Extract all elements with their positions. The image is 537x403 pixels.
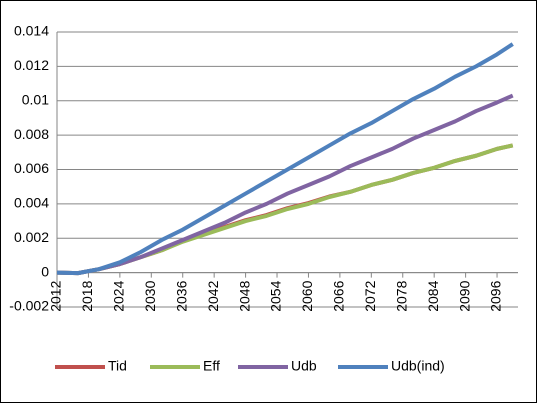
x-tick-label: 2030	[142, 280, 158, 311]
x-tick-label: 2054	[268, 280, 284, 311]
series-line	[56, 93, 514, 276]
y-tick-label: 0.004	[14, 195, 49, 211]
legend-label: Tid	[108, 358, 127, 374]
y-tick-label: 0.01	[22, 91, 49, 107]
y-tick-label: -0.002	[9, 298, 49, 314]
y-tick-label: 0	[41, 263, 49, 279]
y-tick-label: 0.006	[14, 160, 49, 176]
x-tick-label: 2078	[393, 280, 409, 311]
legend-label: Udb	[291, 358, 317, 374]
series-line	[56, 143, 514, 276]
legend-label: Udb(ind)	[391, 358, 445, 374]
x-tick-label: 2066	[331, 280, 347, 311]
x-tick-label: 2012	[48, 280, 64, 311]
x-tick-label: 2084	[425, 280, 441, 311]
x-tick-label: 2048	[236, 280, 252, 311]
x-tick-label: 2036	[173, 280, 189, 311]
legend-label: Eff	[203, 358, 220, 374]
x-tick-label: 2096	[488, 280, 504, 311]
y-tick-label: 0.014	[14, 23, 49, 39]
x-tick-label: 2060	[299, 280, 315, 311]
series-line	[56, 42, 514, 276]
x-tick-label: 2024	[111, 280, 127, 311]
x-tick-label: 2018	[79, 280, 95, 311]
y-tick-label: 0.012	[14, 57, 49, 73]
y-tick-label: 0.002	[14, 229, 49, 245]
y-tick-label: 0.008	[14, 126, 49, 142]
x-tick-label: 2072	[362, 280, 378, 311]
x-tick-label: 2090	[456, 280, 472, 311]
x-tick-label: 2042	[205, 280, 221, 311]
